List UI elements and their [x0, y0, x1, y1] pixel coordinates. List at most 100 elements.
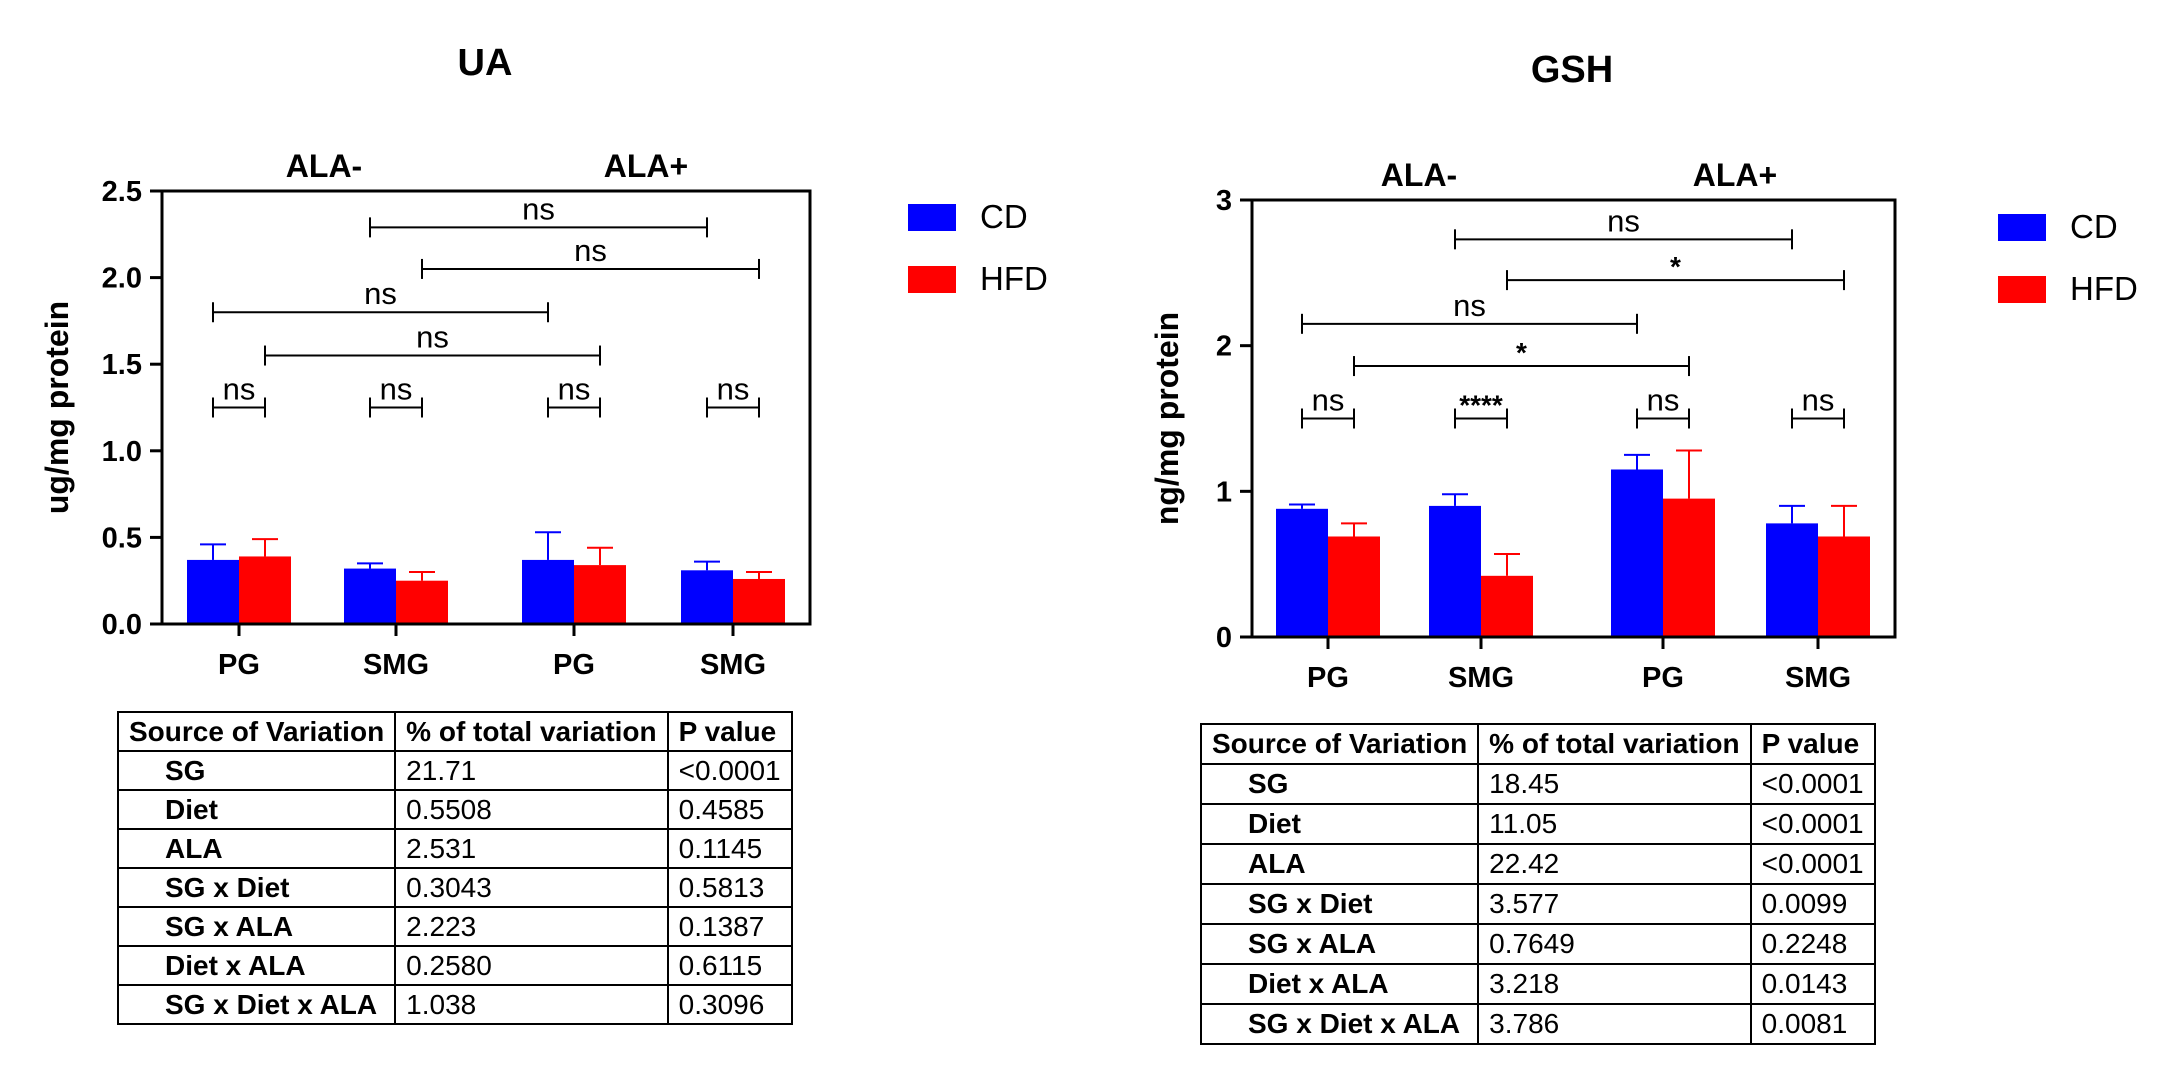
table-cell: <0.0001 — [1749, 843, 1876, 885]
table-cell: 0.3043 — [394, 867, 669, 908]
ua-significance-label: ns — [558, 372, 591, 407]
ua-significance-label: ns — [522, 191, 555, 226]
ua-significance-label: ns — [416, 320, 449, 355]
table-cell: 3.786 — [1477, 1003, 1752, 1045]
table-cell: 3.577 — [1477, 883, 1752, 925]
table-row: SG x Diet 3.577 0.0099 — [1199, 883, 1876, 925]
gsh-group-label: ALA+ — [1693, 157, 1777, 193]
ua-group-label: ALA- — [286, 148, 362, 184]
table-cell: Diet — [116, 789, 397, 830]
table-cell: 0.0143 — [1749, 963, 1876, 1005]
ua-significance-label: ns — [380, 372, 413, 407]
ua-plot-frame — [160, 189, 812, 626]
table-row: Diet 0.5508 0.4585 — [116, 789, 793, 830]
gsh-y-tick-label: 2 — [1216, 331, 1232, 363]
gsh-bar-hfd — [1328, 536, 1380, 637]
gsh-bar-hfd — [1818, 536, 1870, 637]
gsh-legend-label: HFD — [2070, 270, 2138, 307]
ua-x-tick-label: SMG — [700, 649, 766, 681]
table-cell: SG — [1199, 763, 1480, 805]
gsh-chart-title: GSH — [1531, 49, 1613, 91]
ua-bar-cd — [344, 568, 396, 624]
gsh-significance-label: * — [1516, 337, 1527, 368]
gsh-x-tick-label: PG — [1307, 662, 1349, 694]
table-cell: 0.6115 — [666, 945, 793, 986]
table-cell: Diet — [1199, 803, 1480, 845]
table-row: SG x Diet x ALA 3.786 0.0081 — [1199, 1003, 1876, 1045]
table-cell: 21.71 — [394, 750, 669, 791]
table-row: ALA 22.42 <0.0001 — [1199, 843, 1876, 885]
gsh-significance-label: ns — [1607, 203, 1640, 238]
table-cell: SG — [116, 750, 397, 791]
table-cell: 2.223 — [394, 906, 669, 947]
ua-anova-table: Source of Variation % of total variation… — [116, 711, 793, 1025]
table-cell: 0.4585 — [666, 789, 793, 830]
gsh-y-tick-label: 0 — [1216, 622, 1232, 654]
ua-y-axis-label: ug/mg protein — [39, 301, 75, 514]
gsh-anova-table: Source of Variation % of total variation… — [1199, 723, 1876, 1045]
ua-y-tick-label: 0.5 — [102, 522, 142, 554]
gsh-significance-label: **** — [1459, 390, 1503, 421]
gsh-significance-label: ns — [1647, 383, 1680, 418]
table-cell: SG x Diet — [1199, 883, 1480, 925]
table-cell: SG x Diet x ALA — [116, 984, 397, 1025]
table-header: % of total variation — [1477, 723, 1752, 765]
table-cell: 0.7649 — [1477, 923, 1752, 965]
gsh-significance-label: ns — [1802, 383, 1835, 418]
table-row: Diet x ALA 0.2580 0.6115 — [116, 945, 793, 986]
ua-legend-label: CD — [980, 198, 1028, 235]
table-cell: Diet x ALA — [1199, 963, 1480, 1005]
table-cell: 0.0081 — [1749, 1003, 1876, 1045]
table-cell: 0.3096 — [666, 984, 793, 1025]
table-header-row: Source of Variation % of total variation… — [116, 711, 793, 752]
table-row: SG x Diet x ALA 1.038 0.3096 — [116, 984, 793, 1025]
gsh-y-axis-label: ng/mg protein — [1149, 312, 1185, 525]
ua-x-tick-label: PG — [218, 649, 260, 681]
gsh-x-tick-label: SMG — [1785, 662, 1851, 694]
table-cell: 1.038 — [394, 984, 669, 1025]
ua-x-tick-label: SMG — [363, 649, 429, 681]
gsh-bar-cd — [1276, 508, 1328, 637]
table-cell: SG x Diet x ALA — [1199, 1003, 1480, 1045]
table-row: SG x ALA 2.223 0.1387 — [116, 906, 793, 947]
gsh-bar-hfd — [1481, 575, 1533, 637]
table-cell: ALA — [116, 828, 397, 869]
gsh-legend-swatch-cd — [1998, 214, 2046, 241]
ua-significance-label: ns — [717, 372, 750, 407]
ua-y-tick-label: 1.0 — [102, 436, 142, 468]
gsh-significance-label: ns — [1453, 288, 1486, 323]
gsh-x-tick-label: SMG — [1448, 662, 1514, 694]
table-cell: 18.45 — [1477, 763, 1752, 805]
table-row: SG x ALA 0.7649 0.2248 — [1199, 923, 1876, 965]
gsh-group-label: ALA- — [1381, 157, 1457, 193]
table-header-row: Source of Variation % of total variation… — [1199, 723, 1876, 765]
table-row: SG 21.71 <0.0001 — [116, 750, 793, 791]
table-row: Diet x ALA 3.218 0.0143 — [1199, 963, 1876, 1005]
ua-bar-hfd — [396, 580, 448, 624]
table-header: % of total variation — [394, 711, 669, 752]
gsh-legend-label: CD — [2070, 208, 2118, 245]
table-cell: 0.5508 — [394, 789, 669, 830]
table-cell: 22.42 — [1477, 843, 1752, 885]
ua-y-tick-label: 2.5 — [102, 176, 142, 208]
table-cell: 11.05 — [1477, 803, 1752, 845]
gsh-legend-swatch-hfd — [1998, 276, 2046, 303]
table-cell: SG x ALA — [1199, 923, 1480, 965]
ua-significance-label: ns — [223, 372, 256, 407]
table-row: SG 18.45 <0.0001 — [1199, 763, 1876, 805]
table-cell: 3.218 — [1477, 963, 1752, 1005]
ua-legend-swatch-cd — [908, 204, 956, 231]
table-row: SG x Diet 0.3043 0.5813 — [116, 867, 793, 908]
ua-bar-hfd — [239, 556, 291, 624]
table-cell: <0.0001 — [1749, 763, 1876, 805]
table-cell: 0.2580 — [394, 945, 669, 986]
gsh-x-tick-label: PG — [1642, 662, 1684, 694]
table-row: Diet 11.05 <0.0001 — [1199, 803, 1876, 845]
ua-bar-hfd — [733, 578, 785, 624]
ua-legend-swatch-hfd — [908, 266, 956, 293]
table-header: Source of Variation — [116, 711, 397, 752]
ua-chart-title: UA — [458, 42, 513, 84]
ua-bar-cd — [522, 559, 574, 624]
table-cell: SG x Diet — [116, 867, 397, 908]
